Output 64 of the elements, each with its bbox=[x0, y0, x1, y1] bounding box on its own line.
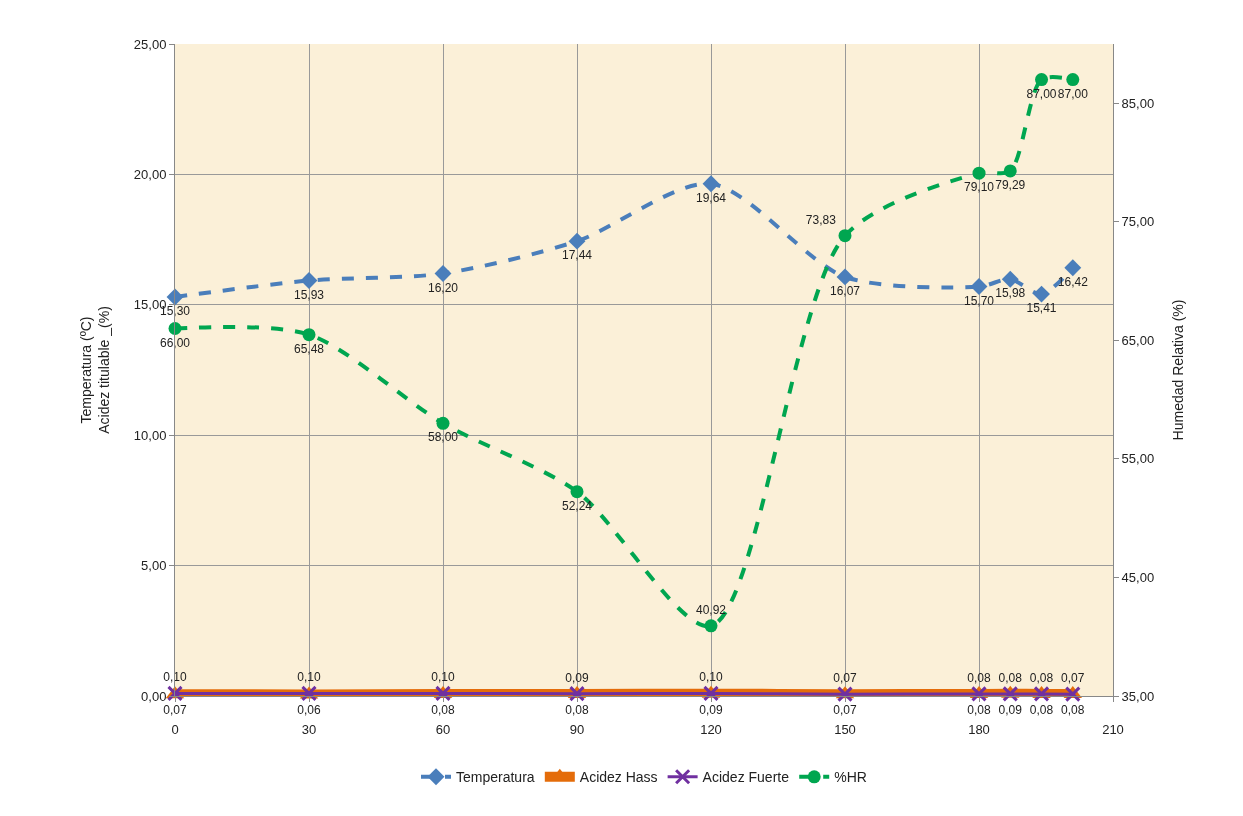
data-label: 0,09 bbox=[998, 702, 1023, 717]
y2-axis-title: Humedad Relativa (%) bbox=[1170, 299, 1187, 441]
data-label: 79,10 bbox=[963, 180, 995, 195]
data-label: 0,08 bbox=[967, 670, 991, 685]
data-label: 15,98 bbox=[995, 286, 1026, 301]
x-tick-label: 60 bbox=[435, 721, 451, 737]
data-label: 87,00 bbox=[1026, 86, 1057, 101]
data-label: 17,44 bbox=[561, 248, 593, 263]
data-label: 0,08 bbox=[1029, 670, 1054, 685]
data-label: 16,42 bbox=[1057, 274, 1089, 289]
y2-tick-label: 35,00 bbox=[1121, 688, 1155, 704]
data-label: 16,07 bbox=[829, 284, 861, 299]
data-label: 16,20 bbox=[427, 280, 459, 295]
y2-tick-label: 55,00 bbox=[1121, 451, 1155, 467]
data-label: 73,83 bbox=[805, 212, 837, 227]
y2-tick-label: 75,00 bbox=[1121, 214, 1155, 230]
y-axis-title: Temperatura (ºC) Acidez titulable _(%) bbox=[78, 306, 113, 434]
data-label: 65,48 bbox=[293, 341, 325, 356]
data-label: 0,08 bbox=[1061, 702, 1085, 717]
x-tick-label: 90 bbox=[569, 721, 585, 737]
data-label: 0,07 bbox=[833, 671, 857, 686]
x-tick-label: 210 bbox=[1102, 721, 1124, 737]
data-label: 58,00 bbox=[427, 430, 459, 445]
data-label: 19,64 bbox=[695, 190, 727, 205]
data-label: 0,06 bbox=[297, 703, 321, 718]
y-tick-label: 20,00 bbox=[133, 166, 167, 182]
legend-label: %HR bbox=[834, 769, 867, 786]
data-label: 0,08 bbox=[431, 702, 455, 717]
data-label: 66,00 bbox=[159, 335, 191, 350]
x-tick-label: 0 bbox=[171, 721, 179, 737]
data-label: 0,10 bbox=[297, 670, 321, 685]
x-tick-label: 180 bbox=[968, 721, 990, 737]
data-label: 0,09 bbox=[565, 670, 589, 685]
data-label: 0,08 bbox=[1029, 702, 1054, 717]
y2-tick-label: 85,00 bbox=[1121, 95, 1155, 111]
data-label: 87,00 bbox=[1057, 86, 1089, 101]
y2-tick-label: 65,00 bbox=[1121, 332, 1155, 348]
data-label: 0,07 bbox=[1061, 671, 1085, 686]
data-label: 79,29 bbox=[995, 178, 1026, 193]
legend-label: Temperatura bbox=[456, 769, 535, 786]
data-label: 15,41 bbox=[1026, 301, 1057, 316]
y-tick-label: 0,00 bbox=[141, 688, 167, 704]
data-label: 0,10 bbox=[431, 670, 455, 685]
data-label: 0,07 bbox=[163, 703, 187, 718]
data-label: 52,24 bbox=[561, 498, 593, 513]
data-label: 15,70 bbox=[963, 293, 995, 308]
data-label: 0,08 bbox=[565, 702, 589, 717]
data-label: 0,07 bbox=[833, 703, 857, 718]
data-label: 0,08 bbox=[967, 702, 991, 717]
data-label: 0,10 bbox=[163, 670, 187, 685]
y-tick-label: 10,00 bbox=[133, 427, 167, 443]
data-label: 40,92 bbox=[695, 602, 727, 617]
data-label: 0,08 bbox=[998, 670, 1023, 685]
data-label: 0,10 bbox=[699, 670, 723, 685]
data-label: 15,93 bbox=[293, 287, 325, 302]
data-label: 0,09 bbox=[699, 702, 723, 717]
x-tick-label: 120 bbox=[700, 721, 722, 737]
y-tick-label: 25,00 bbox=[133, 36, 167, 52]
x-tick-label: 150 bbox=[834, 721, 856, 737]
legend-label: Acidez Hass bbox=[579, 769, 658, 786]
legend-label: Acidez Fuerte bbox=[702, 769, 790, 786]
y2-tick-label: 45,00 bbox=[1121, 570, 1155, 585]
x-tick-label: 30 bbox=[301, 721, 317, 737]
y-tick-label: 5,00 bbox=[141, 558, 167, 574]
